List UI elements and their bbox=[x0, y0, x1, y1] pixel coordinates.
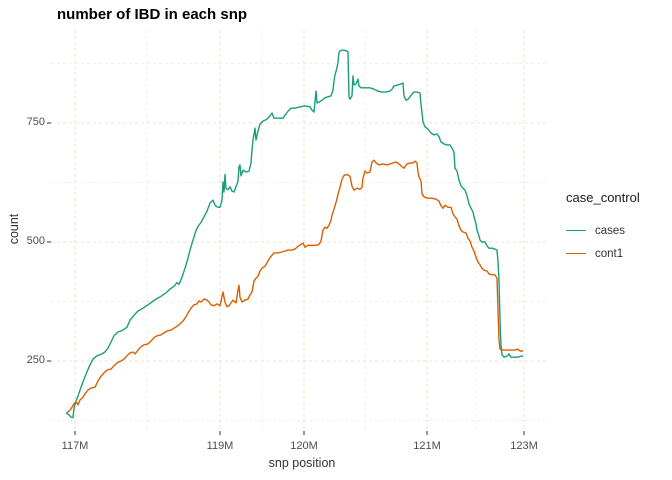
series-cont1 bbox=[66, 159, 523, 414]
legend-title: case_control bbox=[566, 190, 640, 205]
x-tick-label: 117M bbox=[61, 440, 89, 452]
y-tick-label: 750 bbox=[26, 116, 45, 128]
legend-entries: cases cont1 bbox=[566, 219, 670, 265]
legend-entry: cont1 bbox=[566, 242, 670, 265]
legend-label: cont1 bbox=[595, 247, 624, 260]
chart-title: number of IBD in each snp bbox=[57, 6, 248, 23]
y-tick-label: 500 bbox=[26, 235, 45, 247]
legend-entry: cases bbox=[566, 219, 670, 242]
legend: case_control cases cont1 bbox=[566, 190, 670, 265]
x-tick-label: 120M bbox=[290, 440, 318, 452]
y-tick-label: 250 bbox=[26, 354, 45, 366]
legend-key-line bbox=[566, 253, 586, 254]
series-cases bbox=[65, 49, 523, 419]
legend-label: cases bbox=[595, 224, 626, 237]
legend-key-line bbox=[566, 230, 586, 231]
x-axis-title: snp position bbox=[268, 456, 336, 470]
x-tick-label: 121M bbox=[413, 440, 441, 452]
x-tick-label: 119M bbox=[206, 440, 234, 452]
x-tick-label: 123M bbox=[510, 440, 538, 452]
